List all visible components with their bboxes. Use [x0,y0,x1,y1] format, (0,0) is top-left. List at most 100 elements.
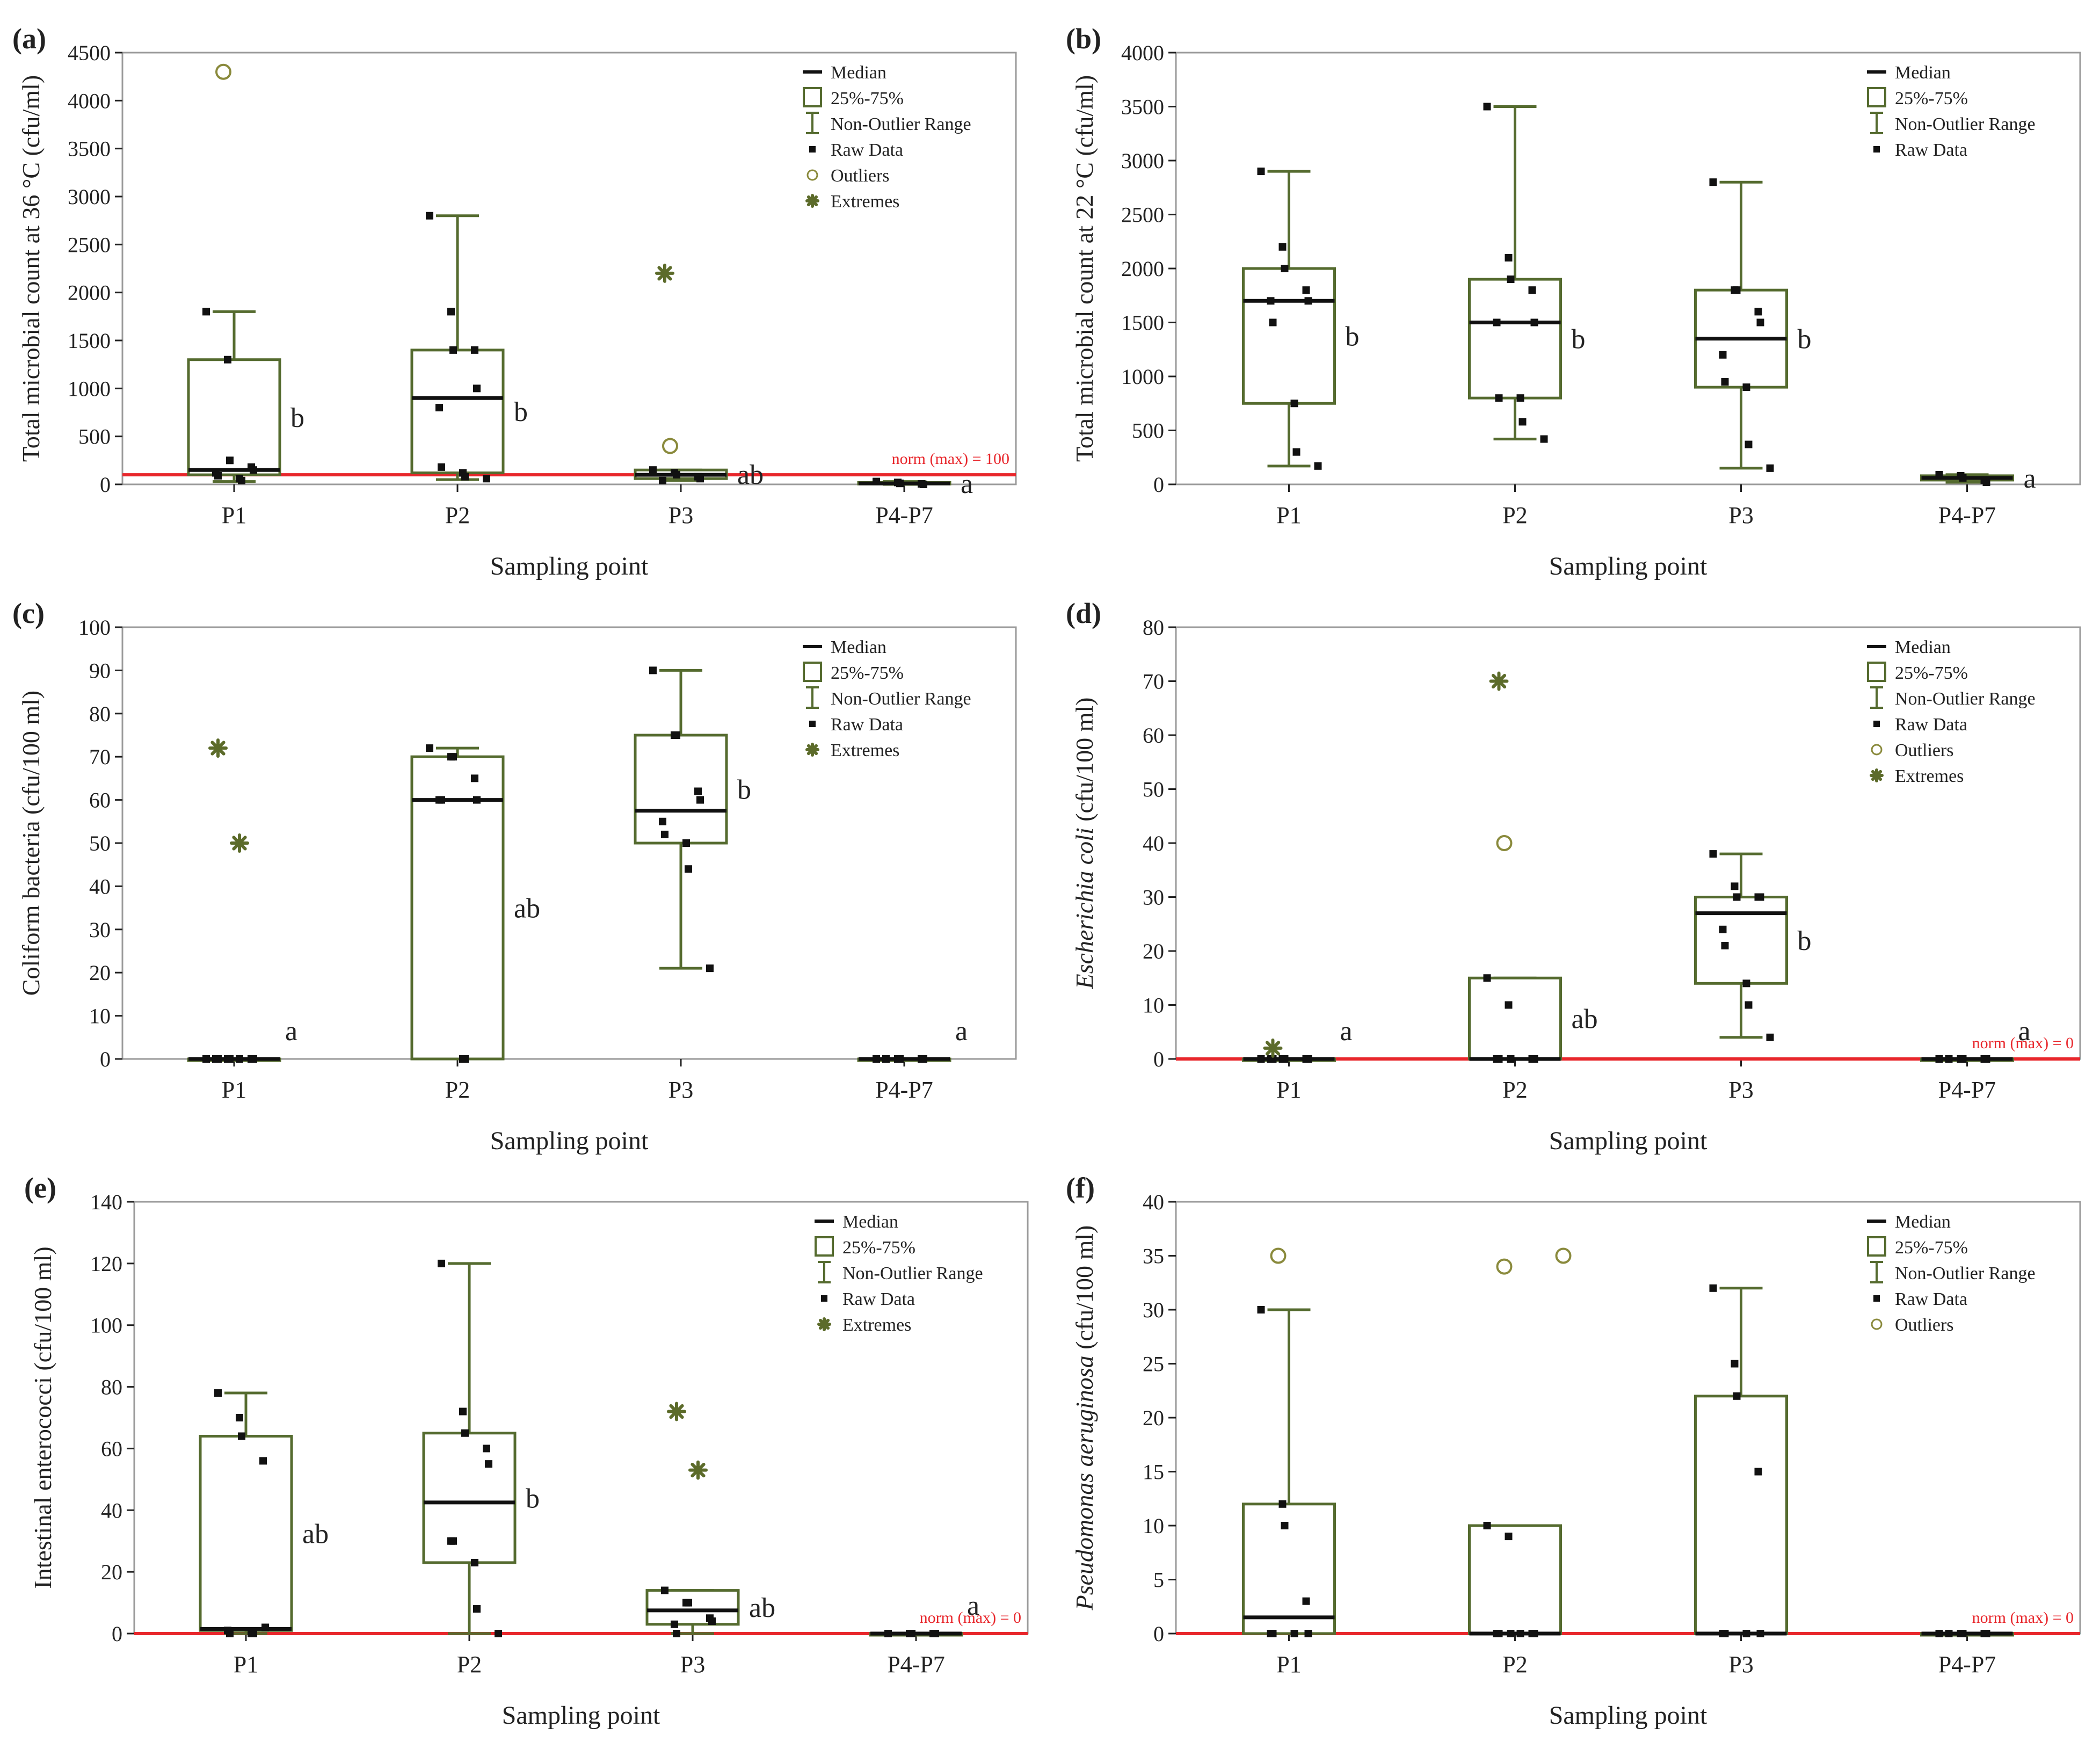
box-P1: a [1242,1016,1353,1063]
raw-point [694,787,702,795]
significance-letter: a [2024,463,2036,494]
legend-iqr-swatch [815,1236,834,1257]
y-axis-label: Intestinal enterococci (cfu/100 ml) [29,1246,56,1588]
iqr-box [1468,976,1562,1061]
outlier-point [1555,1247,1572,1264]
iqr-box [634,734,728,845]
raw-point [884,1630,892,1637]
raw-point [1304,1630,1312,1637]
x-tick-label: P3 [1728,1077,1753,1103]
extreme-stroke [1265,1041,1281,1056]
y-tick-label: 1000 [1121,365,1164,389]
y-tick-label: 60 [101,1436,122,1461]
y-tick-label: 15 [1143,1460,1164,1484]
legend-label-range: Non-Outlier Range [1895,1264,2036,1283]
raw-point [671,1620,678,1628]
raw-point [873,477,880,485]
extreme-stroke [657,266,672,281]
y-tick-label: 1500 [68,329,111,353]
raw-point [920,481,927,488]
y-axis-label: Total microbial count at 36 °C (cfu/ml) [17,75,45,462]
raw-point [1766,1033,1774,1041]
y-tick-label: 4500 [68,41,111,65]
legend-raw-swatch [821,1295,827,1302]
x-tick-label: P4-P7 [1938,502,1996,528]
outlier-point [215,63,231,80]
box-P1: a [187,738,297,1063]
raw-point [1290,400,1298,408]
extreme-point [230,833,249,853]
legend-label-median: Median [1895,63,1951,83]
raw-point [696,475,704,483]
raw-point [1756,318,1764,326]
box-P4-P7: a [1920,1016,2031,1063]
legend-label-median: Median [1895,637,1951,657]
y-tick-label: 5 [1153,1568,1164,1592]
raw-point [438,1259,445,1267]
significance-letter: ab [514,894,540,924]
raw-point [238,1432,245,1440]
raw-point [896,1055,904,1063]
panel-f: (f) 0 5 10 15 20 25 30 35 40 Pseudomonas aeruginos… [1066,1172,2081,1730]
raw-point [1281,1522,1289,1529]
y-tick-label: 0 [1153,1047,1164,1071]
y-tick-label: 1000 [68,376,111,401]
raw-point [1505,1533,1513,1541]
legend-raw-swatch [809,146,816,153]
extreme-point [1489,671,1509,691]
extreme-point [208,738,228,758]
box-P4-P7: a [1920,463,2036,494]
iqr-box [1468,1524,1562,1635]
legend-label-raw: Raw Data [1895,715,1967,735]
y-tick-label: 10 [1143,1514,1164,1538]
legend-iqr-swatch [1867,662,1886,682]
y-tick-label: 140 [90,1190,122,1214]
significance-letter: a [1340,1016,1353,1047]
box-P3: b [634,666,751,973]
significance-letter: ab [749,1593,775,1623]
raw-point [226,1055,234,1063]
raw-point [1269,318,1277,326]
raw-point [1721,941,1729,949]
raw-point [236,1055,243,1063]
y-tick-label: 90 [89,658,111,683]
x-tick-label: P3 [1728,502,1753,528]
panel-label: (c) [12,597,45,629]
box-P4-P7: a [869,1591,979,1637]
extreme-stroke [1491,673,1507,689]
raw-point [1495,394,1503,402]
x-tick-label: P2 [1502,1651,1527,1678]
x-tick-label: P1 [1276,1651,1301,1678]
extreme-point [667,1402,686,1421]
y-tick-label: 80 [101,1375,122,1399]
raw-point [1742,1630,1750,1637]
raw-point [1516,1630,1524,1637]
raw-point [426,744,433,752]
raw-point [214,471,222,480]
y-tick-label: 100 [90,1313,122,1338]
y-tick-label: 20 [1143,939,1164,963]
legend-label-raw: Raw Data [1895,140,1967,160]
y-tick-label: 60 [1143,723,1164,748]
box-P2: b [410,212,528,483]
raw-point [226,1630,234,1637]
x-tick-label: P1 [222,1077,246,1103]
significance-letter: b [1798,926,1812,956]
significance-letter: b [514,397,528,427]
box-P3: b [1694,850,1812,1041]
panel-label: (a) [12,23,46,55]
y-tick-label: 2500 [68,233,111,257]
extreme-stroke [1871,770,1883,781]
y-tick-label: 3500 [68,137,111,161]
iqr-box [410,349,505,475]
legend-label-outliers: Outliers [831,166,890,186]
raw-point [214,1055,222,1063]
norm-label: norm (max) = 100 [892,450,1009,468]
y-tick-label: 60 [89,788,111,812]
box-P1: b [187,63,304,484]
box-P2 [1468,1247,1572,1637]
box-P2: ab [1468,671,1598,1063]
y-tick-label: 0 [100,1047,111,1071]
raw-point [236,1414,243,1421]
